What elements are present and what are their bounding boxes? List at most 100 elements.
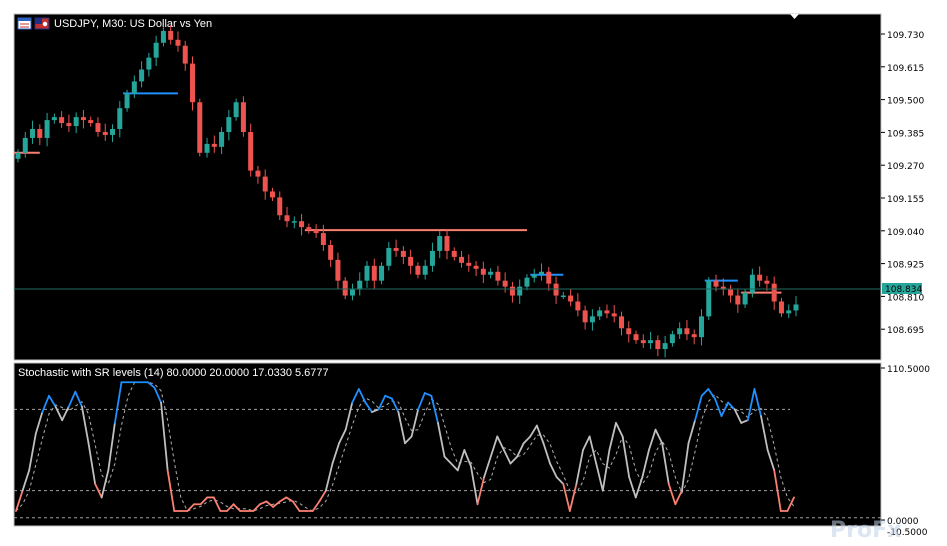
stoch-main-segment <box>430 394 439 424</box>
candle-body <box>633 334 639 341</box>
stoch-main-segment <box>634 476 644 499</box>
candle-body <box>698 316 704 338</box>
candle-body <box>102 131 108 135</box>
candle-body <box>262 176 268 192</box>
candle-body <box>379 265 385 281</box>
stoch-main-segment <box>423 392 433 397</box>
price-tick-label: 109.270 <box>887 162 924 172</box>
stoch-main-segment <box>727 401 736 411</box>
candle-body <box>655 340 661 350</box>
candle-body <box>502 280 508 287</box>
window-menu-icon[interactable] <box>17 17 32 30</box>
candle-body <box>160 30 166 43</box>
candle-body <box>422 265 428 275</box>
stoch-main-segment <box>252 503 261 512</box>
stoch-main-segment <box>450 462 459 472</box>
candle-body <box>248 131 254 171</box>
stoch-main-segment <box>641 449 650 479</box>
price-panel[interactable] <box>13 13 882 361</box>
stoch-main-segment <box>470 465 479 506</box>
stochastic-line <box>15 381 795 512</box>
candle-body <box>320 233 326 245</box>
stoch-main-segment <box>529 424 538 438</box>
stoch-main-segment <box>232 503 242 512</box>
candle-body <box>553 283 559 296</box>
candle-body <box>226 117 232 132</box>
chart-title: USDJPY, M30: US Dollar vs Yen <box>54 18 212 30</box>
stoch-main-segment <box>542 442 551 465</box>
stoch-main-segment <box>568 482 578 512</box>
current-price-tag <box>882 283 922 294</box>
candle-body <box>240 102 246 132</box>
stoch-main-segment <box>74 390 83 408</box>
candle-body <box>604 310 610 314</box>
candle-body <box>539 271 545 275</box>
stoch-main-segment <box>733 408 743 424</box>
stoch-main-segment <box>456 449 466 472</box>
stoch-main-segment <box>753 388 762 418</box>
stoch-main-segment <box>351 388 360 404</box>
candle-body <box>146 57 152 70</box>
stoch-main-segment <box>41 394 50 413</box>
stoch-main-segment <box>562 482 571 512</box>
candle-body <box>255 170 261 177</box>
chart-shift-marker[interactable] <box>790 14 799 19</box>
stoch-main-segment <box>681 442 690 492</box>
stoch-main-segment <box>674 489 683 506</box>
stoch-main-segment <box>667 482 677 506</box>
candle-body <box>560 295 566 298</box>
candle-body <box>728 289 734 296</box>
stoch-main-segment <box>786 496 795 512</box>
stoch-main-segment <box>377 394 387 411</box>
candle-body <box>59 117 65 124</box>
stoch-main-segment <box>661 442 670 485</box>
candle-body <box>204 143 210 153</box>
candle-body <box>771 283 777 302</box>
candle-body <box>80 117 86 121</box>
stoch-main-segment <box>357 388 367 404</box>
candle-body <box>793 304 799 311</box>
candle-body <box>684 328 690 335</box>
stoch-main-segment <box>496 435 505 451</box>
stoch-main-segment <box>153 386 162 404</box>
candle-body <box>546 271 552 284</box>
stoch-main-segment <box>502 449 512 465</box>
stoch-main-segment <box>48 394 57 408</box>
candle-body <box>291 221 297 223</box>
candle-body <box>233 102 239 118</box>
stoch-main-segment <box>265 500 275 508</box>
candle-body <box>677 328 683 335</box>
stoch-main-segment <box>272 500 281 508</box>
candle-body <box>168 30 174 40</box>
candle-body <box>742 292 748 305</box>
candle-body <box>66 123 72 127</box>
stoch-main-segment <box>87 442 97 485</box>
stoch-main-segment <box>390 397 400 413</box>
candle-body <box>328 244 334 260</box>
candle-body <box>364 265 370 281</box>
stoch-main-segment <box>582 435 591 451</box>
stoch-main-segment <box>588 435 598 465</box>
candle-body <box>597 310 603 317</box>
candle-body <box>15 152 21 159</box>
candle-body <box>640 340 646 344</box>
stoch-main-segment <box>28 432 37 472</box>
price-axis: 109.730 109.615 109.500 109.385 109.270 109.1… <box>881 31 924 336</box>
stoch-main-segment <box>160 401 169 472</box>
stoch-main-segment <box>212 496 222 512</box>
candle-body <box>153 42 159 58</box>
stoch-main-segment <box>15 489 24 512</box>
stoch-main-segment <box>476 476 486 506</box>
stoch-main-segment <box>100 469 110 499</box>
candle-body <box>764 280 770 284</box>
stoch-main-segment <box>740 419 749 424</box>
candle-body <box>110 129 116 135</box>
stoch-main-segment <box>575 449 584 485</box>
stoch-main-segment <box>766 449 776 472</box>
stoch-main-segment <box>535 424 545 445</box>
indicator-panel[interactable] <box>13 362 882 527</box>
stoch-main-segment <box>648 428 657 451</box>
candle-body <box>30 129 36 138</box>
stoch-main-segment <box>285 496 294 503</box>
candle-body <box>691 334 697 338</box>
